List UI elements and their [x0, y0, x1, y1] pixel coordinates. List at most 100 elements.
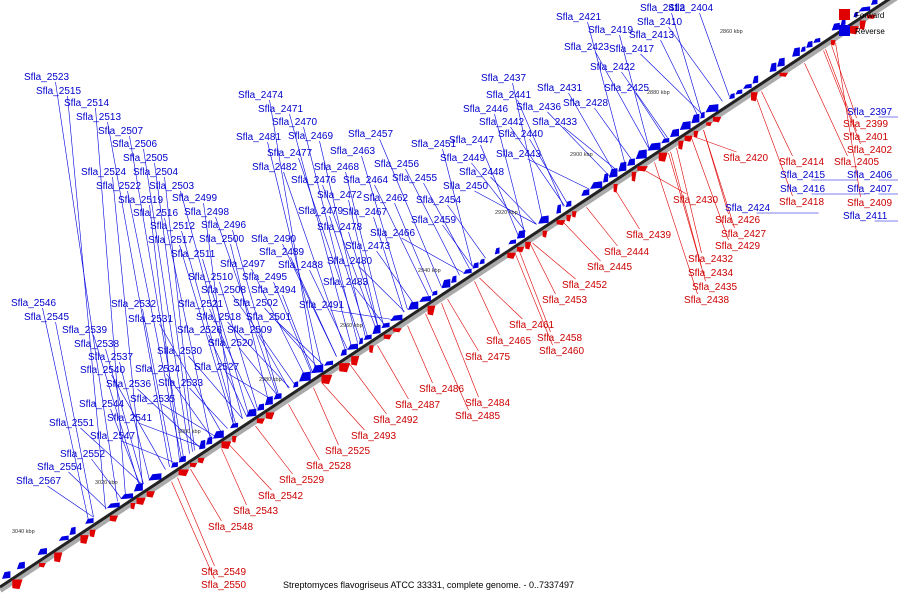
gene-label[interactable]: Sfla_2452	[562, 280, 607, 291]
gene-label[interactable]: Sfla_2512	[150, 221, 195, 232]
gene-label[interactable]: Sfla_2507	[98, 126, 143, 137]
gene-label[interactable]: Sfla_2497	[220, 259, 265, 270]
gene-label[interactable]: Sfla_2492	[373, 415, 418, 426]
gene-label[interactable]: Sfla_2540	[80, 365, 125, 376]
gene-label[interactable]: Sfla_2465	[486, 336, 531, 347]
gene-label[interactable]: Sfla_2458	[537, 333, 582, 344]
gene-label[interactable]: Sfla_2441	[486, 90, 531, 101]
gene-label[interactable]: Sfla_2520	[208, 338, 253, 349]
gene-label[interactable]: Sfla_2415	[780, 170, 825, 181]
gene-label[interactable]: Sfla_2534	[135, 364, 180, 375]
gene-label[interactable]: Sfla_2482	[252, 162, 297, 173]
gene-label[interactable]: Sfla_2488	[278, 260, 323, 271]
gene-label[interactable]: Sfla_2533	[158, 378, 203, 389]
gene-label[interactable]: Sfla_2567	[16, 476, 61, 487]
gene-label[interactable]: Sfla_2447	[449, 135, 494, 146]
gene-label[interactable]: Sfla_2463	[330, 146, 375, 157]
gene-label[interactable]: Sfla_2547	[90, 431, 135, 442]
gene-label[interactable]: Sfla_2491	[299, 300, 344, 311]
gene-label[interactable]: Sfla_2437	[481, 73, 526, 84]
gene-label[interactable]: Sfla_2485	[455, 411, 500, 422]
gene-label[interactable]: Sfla_2419	[588, 25, 633, 36]
gene-label[interactable]: Sfla_2462	[363, 193, 408, 204]
gene-label[interactable]: Sfla_2436	[516, 102, 561, 113]
gene-label[interactable]: Sfla_2414	[779, 157, 824, 168]
gene-label[interactable]: Sfla_2501	[246, 312, 291, 323]
gene-label[interactable]: Sfla_2429	[715, 241, 760, 252]
gene-label[interactable]: Sfla_2471	[258, 104, 303, 115]
gene-label[interactable]: Sfla_2426	[715, 215, 760, 226]
gene-label[interactable]: Sfla_2438	[684, 295, 729, 306]
gene-label[interactable]: Sfla_2440	[498, 129, 543, 140]
gene-label[interactable]: Sfla_2457	[348, 129, 393, 140]
gene-label[interactable]: Sfla_2475	[465, 352, 510, 363]
gene-label[interactable]: Sfla_2453	[542, 295, 587, 306]
gene-label[interactable]: Sfla_2422	[590, 62, 635, 73]
gene-label[interactable]: Sfla_2494	[251, 285, 296, 296]
gene-label[interactable]: Sfla_2409	[847, 198, 892, 209]
gene-label[interactable]: Sfla_2464	[343, 175, 388, 186]
gene-label[interactable]: Sfla_2434	[688, 268, 733, 279]
gene-label[interactable]: Sfla_2442	[479, 117, 524, 128]
gene-label[interactable]: Sfla_2478	[317, 222, 362, 233]
gene-label[interactable]: Sfla_2446	[463, 104, 508, 115]
gene-label[interactable]: Sfla_2466	[370, 228, 415, 239]
gene-label[interactable]: Sfla_2544	[79, 399, 124, 410]
gene-label[interactable]: Sfla_2496	[201, 220, 246, 231]
gene-label[interactable]: Sfla_2421	[556, 12, 601, 23]
gene-label[interactable]: Sfla_2450	[443, 181, 488, 192]
gene-label[interactable]: Sfla_2418	[779, 197, 824, 208]
gene-label[interactable]: Sfla_2454	[416, 195, 461, 206]
gene-label[interactable]: Sfla_2522	[96, 181, 141, 192]
gene-label[interactable]: Sfla_2509	[227, 325, 272, 336]
gene-label[interactable]: Sfla_2444	[604, 247, 649, 258]
gene-label[interactable]: Sfla_2510	[188, 272, 233, 283]
gene-label[interactable]: Sfla_2474	[238, 90, 283, 101]
gene-label[interactable]: Sfla_2416	[780, 184, 825, 195]
gene-label[interactable]: Sfla_2481	[236, 132, 281, 143]
gene-label[interactable]: Sfla_2479	[298, 206, 343, 217]
gene-label[interactable]: Sfla_2513	[76, 112, 121, 123]
gene-label[interactable]: Sfla_2543	[233, 506, 278, 517]
gene-label[interactable]: Sfla_2448	[459, 167, 504, 178]
gene-label[interactable]: Sfla_2526	[177, 325, 222, 336]
gene-label[interactable]: Sfla_2499	[172, 193, 217, 204]
gene-label[interactable]: Sfla_2515	[36, 86, 81, 97]
gene-label[interactable]: Sfla_2548	[208, 522, 253, 533]
gene-label[interactable]: Sfla_2428	[563, 98, 608, 109]
gene-label[interactable]: Sfla_2413	[629, 30, 674, 41]
gene-label[interactable]: Sfla_2524	[81, 167, 126, 178]
gene-label[interactable]: Sfla_2500	[199, 234, 244, 245]
gene-label[interactable]: Sfla_2551	[49, 418, 94, 429]
gene-label[interactable]: Sfla_2484	[465, 398, 510, 409]
gene-label[interactable]: Sfla_2511	[171, 249, 216, 260]
gene-label[interactable]: Sfla_2417	[609, 44, 654, 55]
gene-label[interactable]: Sfla_2502	[233, 298, 278, 309]
gene-label[interactable]: Sfla_2487	[395, 400, 440, 411]
gene-label[interactable]: Sfla_2537	[88, 352, 133, 363]
gene-label[interactable]: Sfla_2432	[688, 254, 733, 265]
gene-label[interactable]: Sfla_2405	[834, 157, 879, 168]
gene-label[interactable]: Sfla_2536	[106, 379, 151, 390]
gene-label[interactable]: Sfla_2529	[279, 475, 324, 486]
gene-label[interactable]: Sfla_2530	[157, 346, 202, 357]
gene-label[interactable]: Sfla_2406	[847, 170, 892, 181]
gene-label[interactable]: Sfla_2468	[314, 162, 359, 173]
gene-label[interactable]: Sfla_2476	[291, 175, 336, 186]
gene-label[interactable]: Sfla_2531	[128, 314, 173, 325]
gene-label[interactable]: Sfla_2528	[306, 461, 351, 472]
gene-label[interactable]: Sfla_2498	[184, 207, 229, 218]
gene-label[interactable]: Sfla_2505	[123, 153, 168, 164]
gene-label[interactable]: Sfla_2490	[251, 234, 296, 245]
gene-label[interactable]: Sfla_2397	[847, 107, 892, 118]
gene-label[interactable]: Sfla_2451	[411, 139, 456, 150]
gene-label[interactable]: Sfla_2412	[640, 3, 685, 14]
gene-label[interactable]: Sfla_2527	[194, 362, 239, 373]
gene-label[interactable]: Sfla_2549	[201, 567, 246, 578]
gene-label[interactable]: Sfla_2495	[242, 272, 287, 283]
gene-label[interactable]: Sfla_2514	[64, 98, 109, 109]
gene-label[interactable]: Sfla_2521	[178, 299, 223, 310]
gene-label[interactable]: Sfla_2546	[11, 298, 56, 309]
gene-label[interactable]: Sfla_2483	[323, 277, 368, 288]
gene-label[interactable]: Sfla_2550	[201, 580, 246, 591]
